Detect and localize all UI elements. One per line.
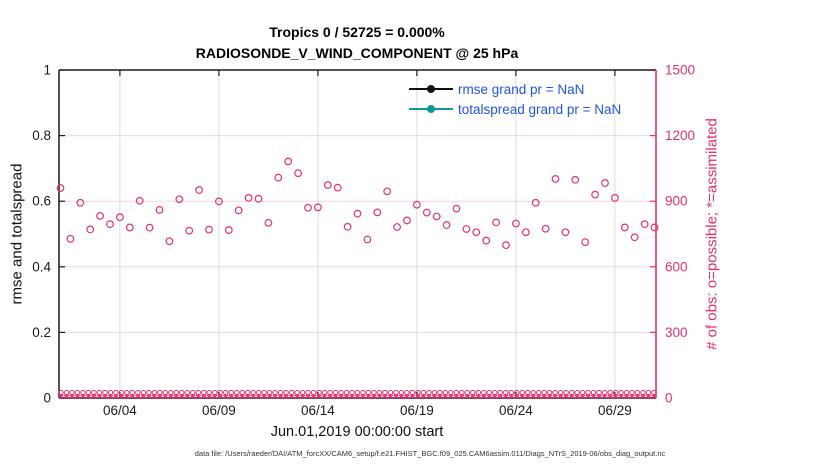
svg-text:600: 600 bbox=[665, 259, 688, 274]
legend-entry-rmse: rmse grand pr = NaN bbox=[408, 79, 621, 99]
svg-text:0.8: 0.8 bbox=[32, 128, 51, 143]
svg-text:1200: 1200 bbox=[665, 128, 695, 143]
x-axis-label: Jun.01,2019 00:00:00 start bbox=[270, 424, 444, 440]
svg-text:06/04: 06/04 bbox=[103, 403, 137, 418]
chart-legend: rmse grand pr = NaN totalspread grand pr… bbox=[408, 79, 621, 119]
svg-text:0: 0 bbox=[43, 391, 51, 406]
svg-text:0: 0 bbox=[665, 391, 673, 406]
legend-label-rmse: rmse grand pr = NaN bbox=[458, 81, 585, 97]
chart-title-variable: RADIOSONDE_V_WIND_COMPONENT @ 25 hPa bbox=[195, 45, 519, 61]
svg-text:300: 300 bbox=[665, 325, 688, 340]
svg-text:0.6: 0.6 bbox=[32, 194, 51, 209]
legend-label-totalspread: totalspread grand pr = NaN bbox=[458, 101, 622, 117]
left-axis-label: rmse and totalspread bbox=[8, 163, 26, 305]
svg-text:1: 1 bbox=[43, 63, 51, 78]
right-axis-label: # of obs: o=possible; *=assimilated bbox=[703, 118, 721, 350]
svg-text:06/19: 06/19 bbox=[400, 403, 434, 418]
legend-line-totalspread-icon bbox=[409, 105, 453, 113]
chart-title-ratio: Tropics 0 / 52725 = 0.000% bbox=[269, 24, 445, 40]
svg-text:0.4: 0.4 bbox=[32, 259, 51, 274]
svg-text:06/24: 06/24 bbox=[499, 403, 533, 418]
svg-text:06/09: 06/09 bbox=[202, 403, 236, 418]
legend-line-rmse-icon bbox=[409, 85, 453, 93]
data-file-path: data file: /Users/raeder/DAI/ATM_forcXX/… bbox=[194, 449, 666, 458]
svg-text:0.2: 0.2 bbox=[32, 325, 51, 340]
svg-text:06/29: 06/29 bbox=[598, 403, 632, 418]
legend-entry-totalspread: totalspread grand pr = NaN bbox=[408, 99, 621, 119]
svg-text:900: 900 bbox=[665, 194, 688, 209]
svg-text:06/14: 06/14 bbox=[301, 403, 335, 418]
svg-text:1500: 1500 bbox=[665, 63, 695, 78]
